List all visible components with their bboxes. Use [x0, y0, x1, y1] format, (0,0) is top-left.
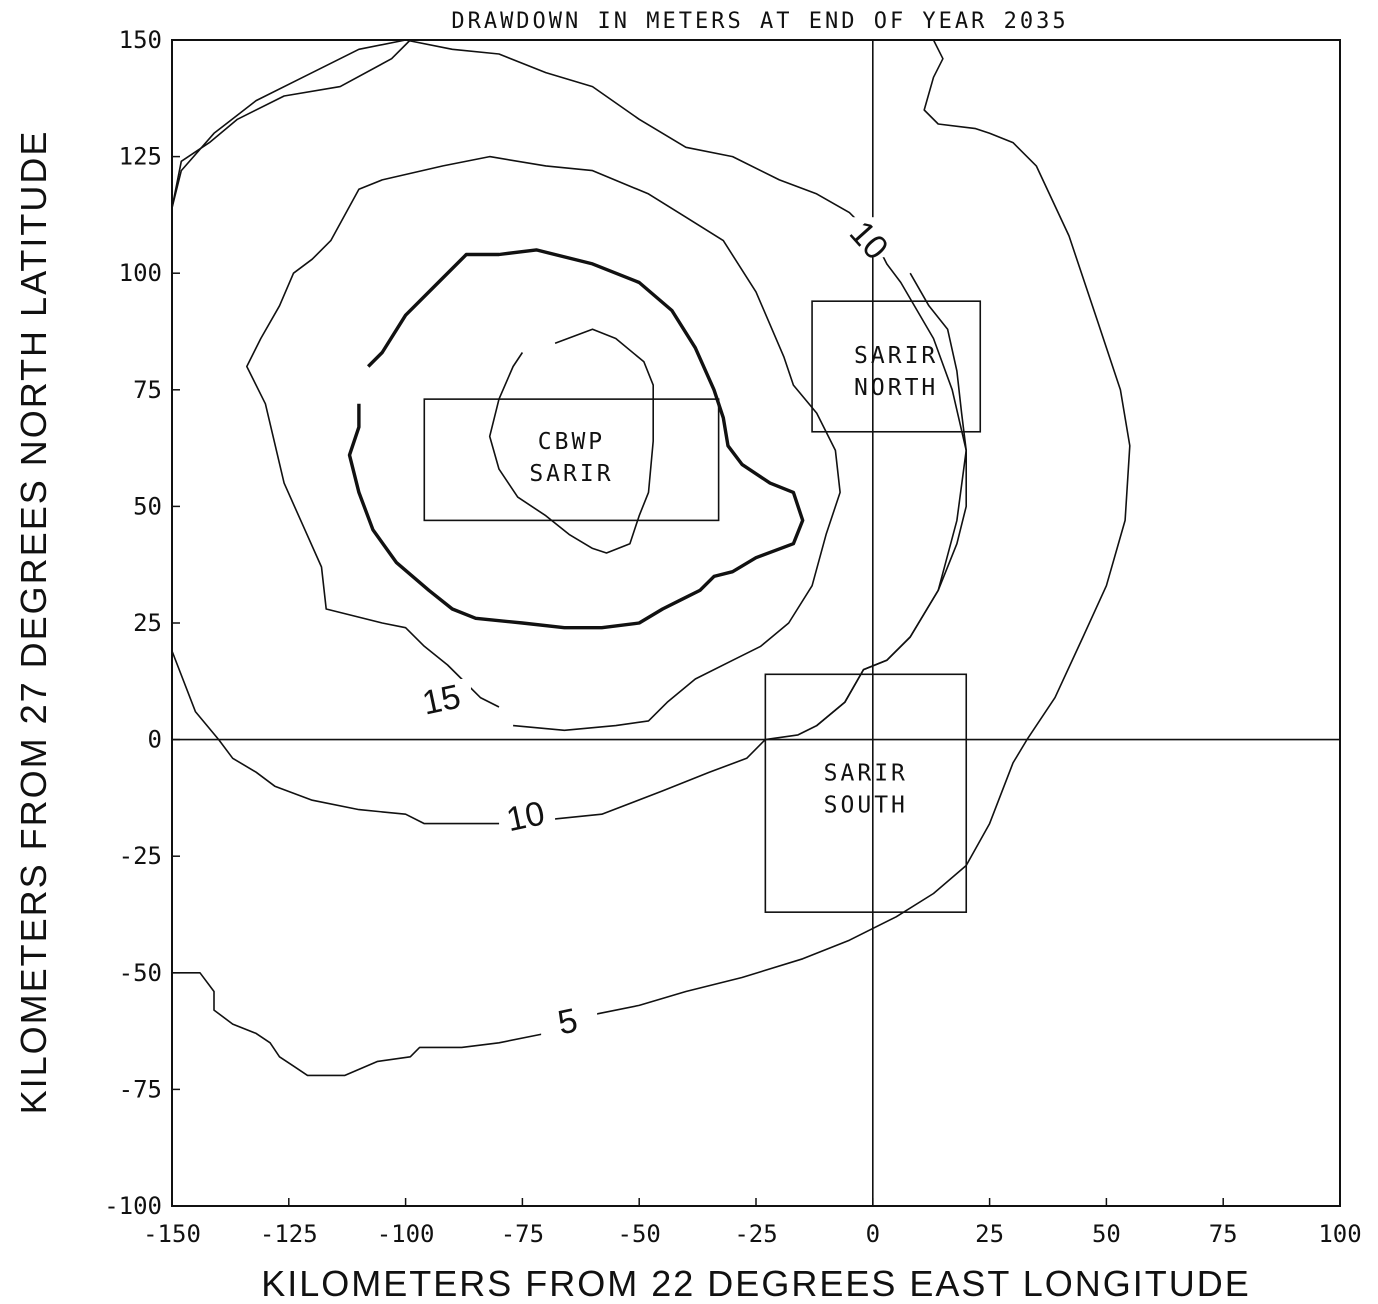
contour-line-25	[488, 328, 654, 554]
well-field-box	[811, 300, 982, 433]
x-tick-label: -100	[377, 1220, 435, 1248]
y-tick-label: 50	[133, 492, 162, 520]
y-tick-label: 150	[119, 26, 162, 54]
well-field-label: CBWP	[538, 429, 605, 455]
well-field-label: SARIR	[854, 343, 938, 369]
x-tick-label: -75	[501, 1220, 544, 1248]
y-tick-label: 125	[119, 143, 162, 171]
contour-label: 10	[503, 794, 548, 839]
y-tick-label: 75	[133, 376, 162, 404]
well-field-box	[764, 673, 968, 913]
y-tick-label: -75	[119, 1075, 162, 1103]
x-tick-label: 100	[1318, 1220, 1361, 1248]
x-tick-label: 50	[1092, 1220, 1121, 1248]
x-tick-label: -125	[260, 1220, 318, 1248]
y-tick-label: -50	[119, 959, 162, 987]
chart-title: DRAWDOWN IN METERS AT END OF YEAR 2035	[451, 9, 1068, 34]
x-tick-label: -150	[143, 1220, 201, 1248]
contour-label-mask	[541, 1000, 598, 1041]
contour-label-mask	[835, 217, 892, 258]
x-tick-label: -50	[618, 1220, 661, 1248]
contour-label-mask	[499, 795, 556, 836]
well-field-label: SOUTH	[824, 792, 908, 818]
y-tick-label: -100	[104, 1192, 162, 1220]
x-tick-label: 25	[975, 1220, 1004, 1248]
well-field-label: SARIR	[824, 760, 908, 786]
well-field-box	[423, 398, 720, 522]
y-axis-label: KILOMETERS FROM 27 DEGREES NORTH LATITUD…	[13, 130, 54, 1115]
contour-line-20	[347, 248, 805, 630]
plot-area: -150 -125 -100 -75 -50 -25 0 25 50 75 100-100-75-5…	[104, 26, 1361, 1248]
contour-label-mask	[414, 678, 471, 719]
well-field-label: SARIR	[529, 461, 613, 487]
x-tick-label: 75	[1209, 1220, 1238, 1248]
y-tick-label: 25	[133, 609, 162, 637]
contour-line-5	[172, 39, 1131, 1077]
x-tick-label: 0	[866, 1220, 880, 1248]
contour-line-5	[171, 39, 411, 209]
y-tick-label: 0	[148, 726, 162, 754]
y-tick-label: 100	[119, 259, 162, 287]
y-tick-label: -25	[119, 842, 162, 870]
contour-label: 15	[419, 678, 464, 723]
well-field-label: NORTH	[854, 375, 938, 401]
plot-frame	[171, 39, 1341, 1207]
x-tick-label: -25	[734, 1220, 777, 1248]
contour-line-10	[816, 272, 967, 727]
x-axis-label: KILOMETERS FROM 22 DEGREES EAST LONGITUD…	[261, 1263, 1251, 1304]
contour-line-15	[246, 155, 841, 732]
